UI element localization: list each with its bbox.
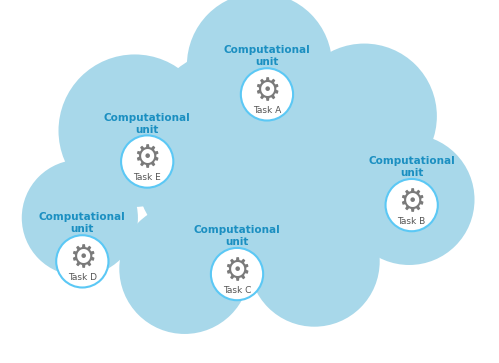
- Circle shape: [119, 203, 250, 334]
- Circle shape: [121, 135, 173, 188]
- Text: ⚙: ⚙: [253, 77, 280, 106]
- Text: Task C: Task C: [223, 286, 251, 295]
- Circle shape: [241, 68, 293, 121]
- Circle shape: [211, 248, 263, 300]
- Circle shape: [58, 54, 211, 207]
- Text: ⚙: ⚙: [398, 188, 425, 217]
- Text: ⚙: ⚙: [224, 257, 250, 286]
- Text: Computational
unit: Computational unit: [368, 156, 455, 178]
- Text: Computational
unit: Computational unit: [39, 212, 126, 234]
- Circle shape: [292, 44, 437, 189]
- Text: Task A: Task A: [253, 106, 281, 115]
- Text: Task B: Task B: [398, 217, 426, 226]
- Text: Task E: Task E: [133, 173, 161, 182]
- Text: Computational
unit: Computational unit: [194, 225, 280, 247]
- Text: ⚙: ⚙: [69, 244, 96, 273]
- Text: Computational
unit: Computational unit: [104, 113, 191, 135]
- Circle shape: [249, 196, 380, 327]
- Text: Task D: Task D: [68, 273, 97, 282]
- Text: Computational
unit: Computational unit: [224, 45, 310, 68]
- Circle shape: [386, 179, 438, 231]
- Circle shape: [22, 160, 138, 276]
- Circle shape: [56, 235, 108, 287]
- Circle shape: [133, 44, 366, 276]
- Circle shape: [344, 134, 475, 265]
- Text: ⚙: ⚙: [134, 144, 161, 174]
- Circle shape: [187, 0, 332, 138]
